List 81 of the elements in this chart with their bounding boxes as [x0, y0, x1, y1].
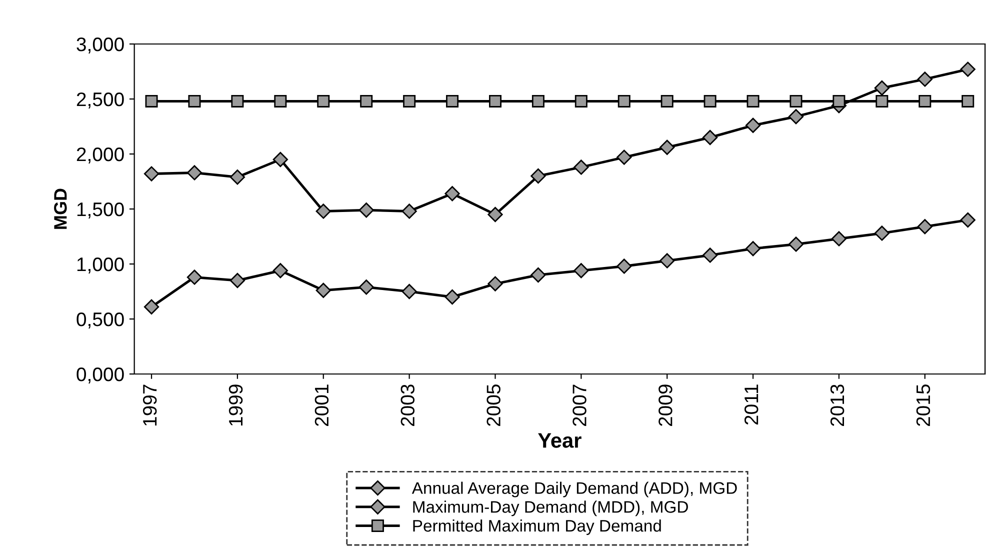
- point: [272, 152, 288, 168]
- point: [702, 130, 718, 146]
- x-tick-label: 1997: [142, 384, 157, 426]
- point: [230, 272, 246, 288]
- point: [574, 94, 588, 108]
- point: [745, 241, 761, 256]
- point: [616, 258, 632, 274]
- y-tick-label: 2,000: [76, 147, 124, 164]
- y-tick-label: 2,500: [76, 92, 124, 109]
- point: [488, 276, 503, 292]
- x-tick-label: 1999: [228, 384, 243, 426]
- point: [918, 94, 932, 108]
- point: [144, 299, 160, 314]
- point: [876, 94, 888, 108]
- y-tick-label: 1,500: [77, 202, 124, 219]
- point: [831, 231, 847, 246]
- y-tick-label: 0,500: [76, 312, 124, 329]
- point: [745, 118, 761, 133]
- y-tick-label: 1,000: [77, 257, 124, 274]
- point: [402, 284, 417, 300]
- point: [574, 160, 589, 175]
- point: [358, 202, 374, 218]
- point: [316, 204, 331, 219]
- point: [790, 94, 802, 108]
- point: [145, 94, 158, 108]
- x-tick-label: 2015: [916, 384, 930, 426]
- point: [274, 94, 287, 108]
- y-tick-label: 3,000: [76, 37, 124, 54]
- legend-label: Permitted Maximum Day Demand: [413, 519, 661, 535]
- y-axis-title: MGD: [54, 188, 67, 229]
- x-tick-label: 2013: [830, 384, 844, 426]
- point: [874, 80, 890, 96]
- x-axis-title: Year: [538, 433, 582, 448]
- point: [660, 253, 675, 268]
- point: [532, 94, 544, 108]
- x-tick-label: 2001: [314, 384, 329, 426]
- point: [488, 94, 502, 108]
- y-tick-label: 0,000: [76, 367, 124, 384]
- point: [144, 166, 160, 182]
- point: [317, 94, 330, 108]
- point: [316, 282, 331, 298]
- point: [530, 267, 546, 283]
- point: [702, 248, 718, 263]
- point: [186, 165, 202, 180]
- point: [360, 94, 373, 108]
- point: [788, 236, 804, 252]
- point: [358, 280, 374, 295]
- x-tick-label: 2009: [658, 384, 672, 426]
- point: [446, 94, 459, 108]
- point: [917, 219, 932, 234]
- point: [960, 62, 976, 77]
- point: [444, 186, 460, 202]
- point: [272, 263, 288, 278]
- point: [917, 72, 932, 87]
- point: [788, 109, 804, 124]
- point: [960, 212, 976, 228]
- x-tick-label: 2011: [744, 384, 758, 425]
- point: [530, 168, 546, 184]
- legend-label: Maximum-Day Demand (MDD), MGD: [413, 500, 688, 516]
- point: [231, 94, 244, 108]
- point: [660, 94, 674, 108]
- point: [230, 170, 246, 185]
- x-tick-label: 2003: [400, 384, 415, 426]
- x-tick-label: 2007: [572, 384, 586, 426]
- point: [832, 94, 846, 108]
- point: [874, 226, 890, 241]
- point: [660, 140, 675, 155]
- point: [704, 94, 716, 108]
- point: [186, 270, 202, 285]
- point: [444, 289, 460, 305]
- x-tick-label: 2005: [486, 384, 500, 426]
- point: [402, 204, 417, 219]
- point: [488, 206, 503, 222]
- point: [618, 94, 630, 108]
- point: [962, 94, 974, 108]
- legend-label: Annual Average Daily Demand (ADD), MGD: [412, 482, 737, 498]
- point: [574, 263, 589, 278]
- point: [188, 94, 201, 108]
- point: [746, 94, 760, 108]
- point: [616, 150, 632, 165]
- point: [403, 94, 416, 108]
